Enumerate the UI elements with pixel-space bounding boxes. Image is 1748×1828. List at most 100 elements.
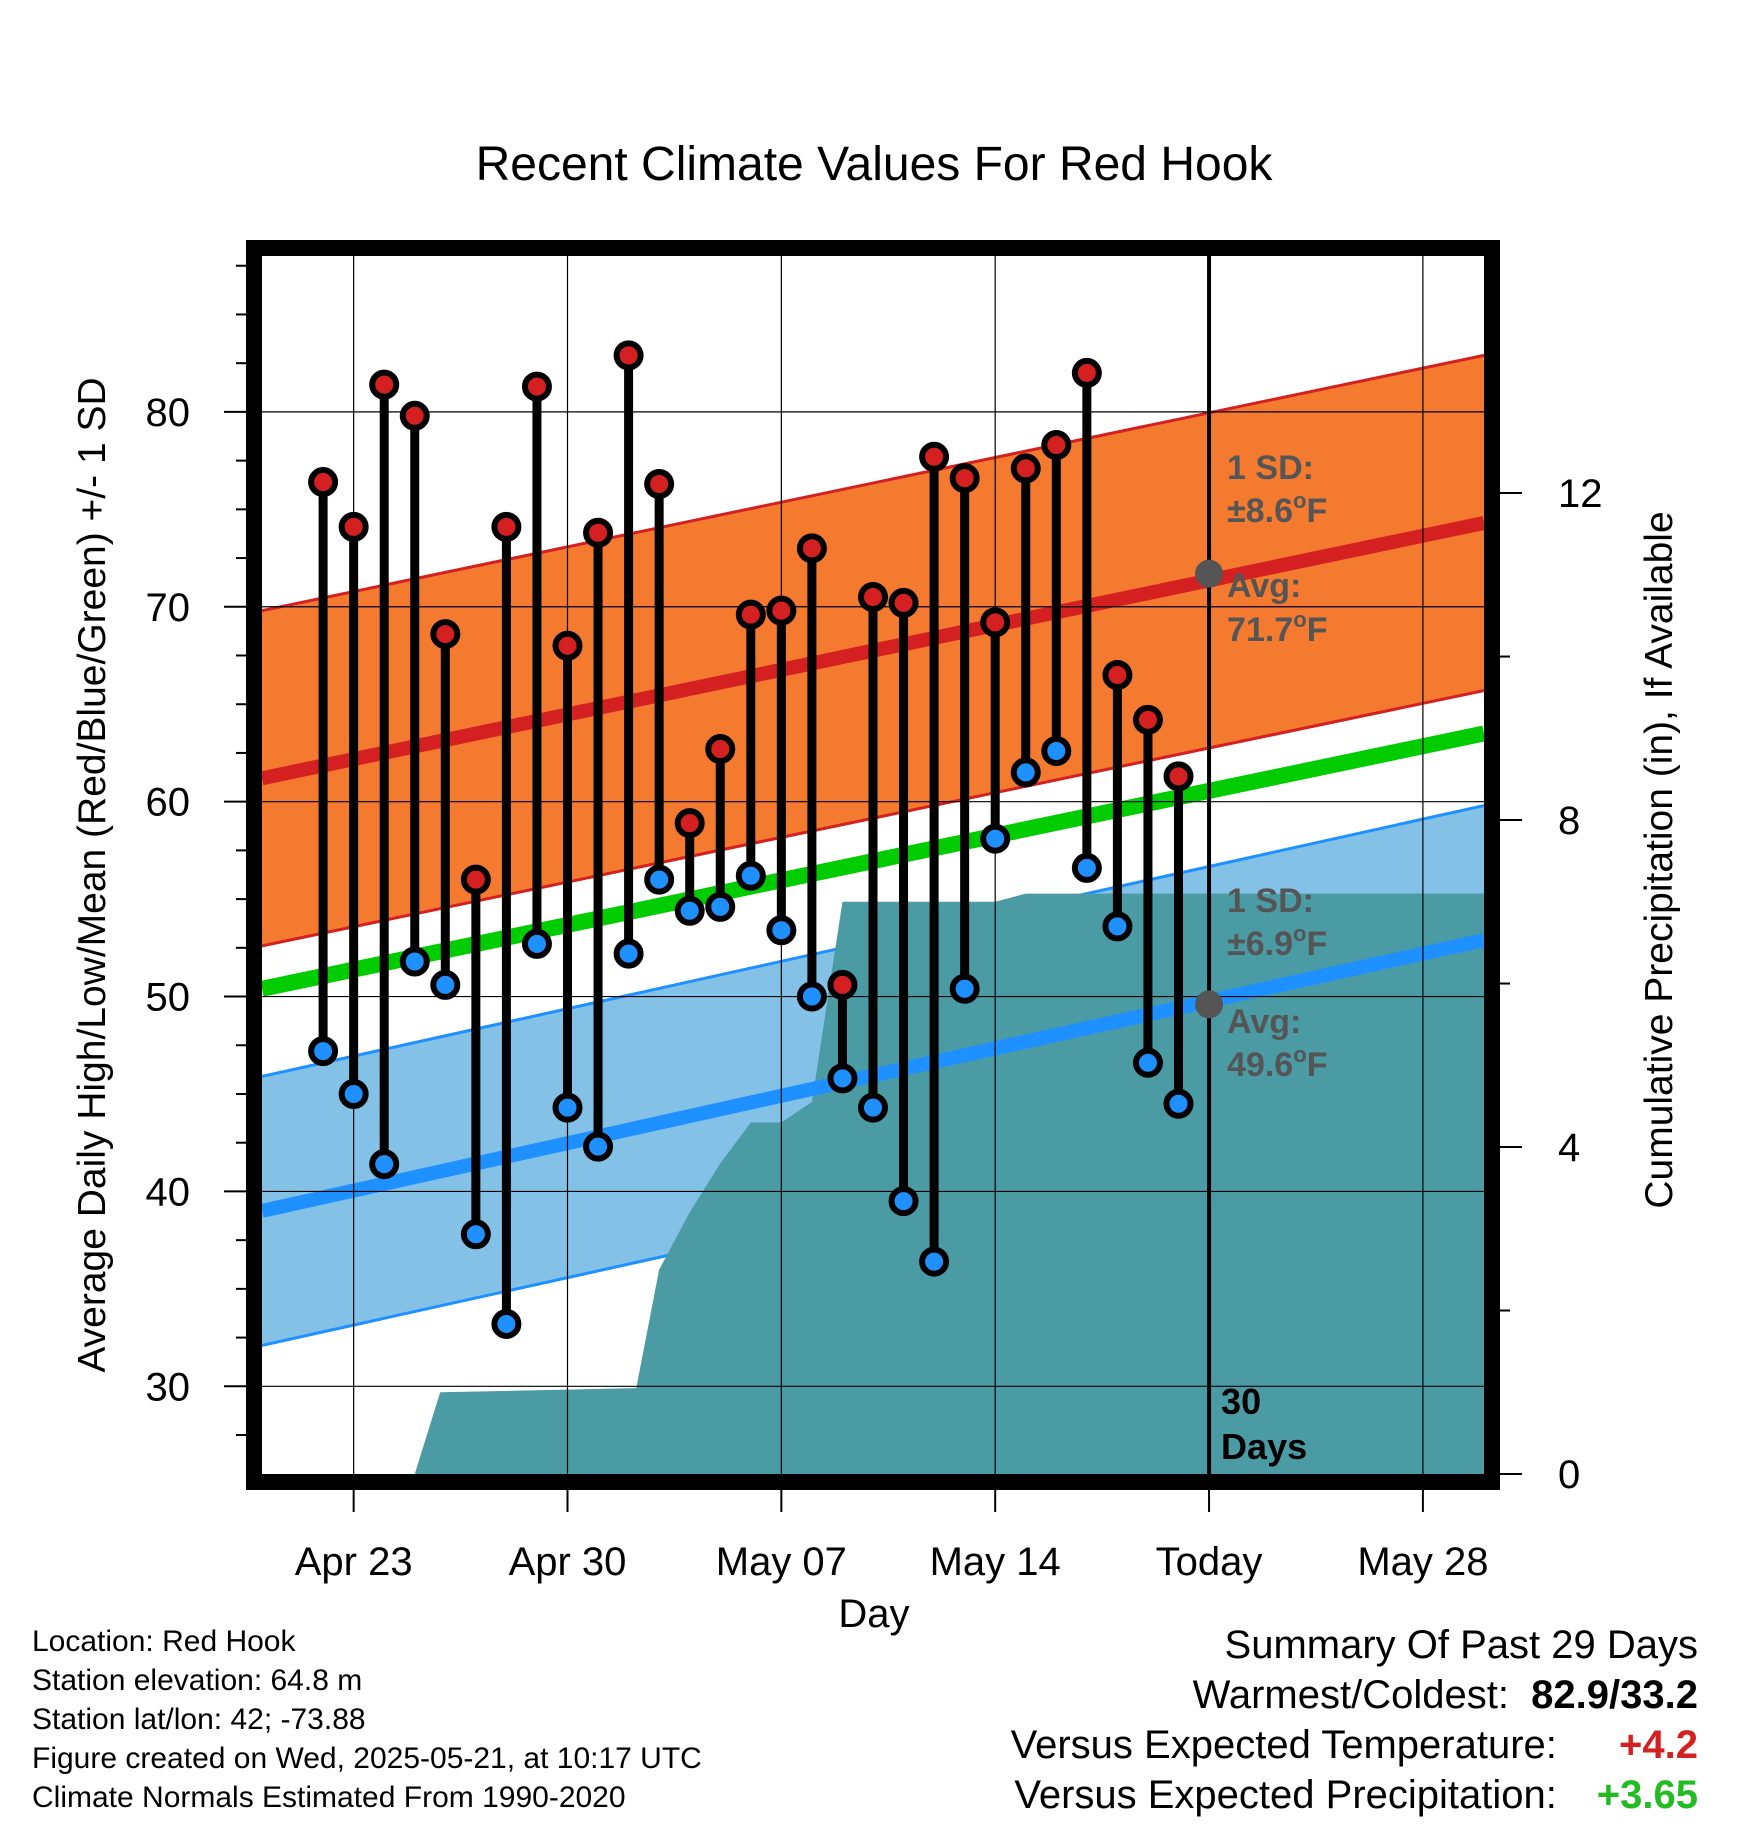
- daily-low-point: [308, 1036, 339, 1067]
- plot-frame: [246, 240, 1500, 1490]
- created-text: Figure created on Wed, 2025-05-21, at 10…: [32, 1742, 702, 1775]
- daily-high-point: [735, 599, 766, 630]
- daily-high-point: [858, 582, 888, 613]
- y2-tick-label: 12: [1558, 472, 1603, 516]
- daily-low-point: [705, 891, 736, 922]
- daily-low-point: [1163, 1088, 1194, 1119]
- daily-low-point: [1010, 757, 1041, 788]
- daily-high-point: [491, 511, 522, 542]
- daily-high-point: [674, 808, 705, 839]
- daily-high-point: [705, 734, 736, 765]
- x-tick-label: Today: [1156, 1540, 1263, 1584]
- precip-value: +3.65: [1596, 1773, 1698, 1817]
- x-axis-label: Day: [838, 1592, 909, 1636]
- low-sd-label: 1 SD:: [1227, 882, 1314, 920]
- daily-low-point: [766, 915, 797, 946]
- high-sd-label: 1 SD:: [1227, 449, 1314, 487]
- daily-high-point: [1163, 761, 1194, 792]
- daily-high-point: [1071, 357, 1102, 388]
- daily-high-point: [919, 441, 950, 472]
- y2-axis-label: Cumulative Precipitation (in), If Availa…: [1638, 511, 1681, 1208]
- daily-low-point: [613, 938, 644, 969]
- daily-low-point: [460, 1219, 491, 1250]
- daily-low-point: [1102, 911, 1133, 942]
- low-avg-value: 49.6oF: [1227, 1042, 1327, 1084]
- daily-high-point: [552, 630, 583, 661]
- daily-high-point: [766, 595, 797, 626]
- daily-high-point: [1010, 453, 1041, 484]
- daily-low-point: [338, 1078, 369, 1109]
- normals-text: Climate Normals Estimated From 1990-2020: [32, 1781, 626, 1814]
- y-tick-label: 80: [146, 391, 191, 435]
- summary-warmest-row: Warmest/Coldest: 82.9/33.2: [1011, 1670, 1698, 1720]
- daily-low-point: [674, 895, 705, 926]
- daily-low-point: [644, 864, 675, 895]
- days-label-text: Days: [1221, 1426, 1307, 1467]
- daily-low-point: [491, 1308, 522, 1339]
- y-axis-label: Average Daily High/Low/Mean (Red/Blue/Gr…: [71, 377, 114, 1372]
- daily-low-point: [399, 946, 430, 977]
- daily-high-point: [1132, 704, 1163, 735]
- daily-high-point: [399, 400, 430, 431]
- y-tick-label: 40: [146, 1170, 191, 1214]
- daily-low-point: [919, 1246, 950, 1277]
- latlon-text: Station lat/lon: 42; -73.88: [32, 1703, 366, 1736]
- daily-low-point: [1071, 852, 1102, 883]
- daily-high-point: [369, 369, 400, 400]
- high-avg-label: Avg:: [1227, 567, 1301, 605]
- daily-low-point: [521, 928, 552, 959]
- summary-precip-row: Versus Expected Precipitation: +3.65: [1011, 1770, 1698, 1820]
- daily-low-point: [430, 969, 461, 1000]
- daily-high-point: [338, 511, 369, 542]
- low-avg-label: Avg:: [1227, 1003, 1301, 1041]
- location-text: Location: Red Hook: [32, 1625, 296, 1658]
- y2-tick-label: 4: [1558, 1126, 1580, 1170]
- x-tick-label: May 28: [1357, 1540, 1488, 1584]
- x-tick-label: Apr 30: [509, 1540, 627, 1584]
- daily-low-point: [1041, 735, 1072, 766]
- daily-high-point: [430, 619, 461, 650]
- y-tick-label: 60: [146, 781, 191, 825]
- low-sd-value: ±6.9oF: [1227, 921, 1327, 963]
- summary-panel: Summary Of Past 29 Days Warmest/Coldest:…: [1011, 1620, 1698, 1820]
- warmest-label: Warmest/Coldest:: [1192, 1673, 1509, 1717]
- daily-low-point: [796, 981, 827, 1012]
- daily-high-point: [583, 517, 614, 548]
- precip-label: Versus Expected Precipitation:: [1014, 1773, 1557, 1817]
- daily-high-point: [644, 469, 675, 500]
- chart-title: Recent Climate Values For Red Hook: [476, 138, 1274, 191]
- y2-tick-label: 8: [1558, 799, 1580, 843]
- daily-low-point: [858, 1092, 888, 1123]
- daily-low-point: [949, 973, 980, 1004]
- warmest-value: 82.9/33.2: [1531, 1673, 1698, 1717]
- temp-label: Versus Expected Temperature:: [1010, 1723, 1557, 1767]
- y-tick-label: 50: [146, 976, 191, 1020]
- daily-high-point: [1102, 659, 1133, 690]
- y-tick-label: 30: [146, 1365, 191, 1409]
- daily-high-point: [521, 371, 552, 402]
- plot-area: [262, 256, 1484, 1474]
- daily-high-point: [1041, 430, 1072, 461]
- daily-low-point: [735, 860, 766, 891]
- daily-low-point: [888, 1186, 919, 1217]
- daily-high-point: [796, 533, 827, 564]
- daily-low-point: [369, 1149, 400, 1180]
- y-tick-label: 70: [146, 586, 191, 630]
- station-info: Location: Red Hook Station elevation: 64…: [32, 1622, 702, 1817]
- daily-high-point: [308, 467, 339, 498]
- daily-low-point: [552, 1092, 583, 1123]
- elevation-text: Station elevation: 64.8 m: [32, 1664, 363, 1697]
- daily-high-point: [980, 607, 1011, 638]
- daily-low-point: [583, 1131, 614, 1162]
- days-label-number: 30: [1221, 1381, 1261, 1422]
- x-tick-label: May 14: [930, 1540, 1061, 1584]
- x-tick-label: May 07: [716, 1540, 847, 1584]
- daily-high-point: [827, 969, 858, 1000]
- daily-low-point: [980, 823, 1011, 854]
- daily-low-point: [827, 1063, 858, 1094]
- summary-temp-row: Versus Expected Temperature: +4.2: [1011, 1720, 1698, 1770]
- high-sd-value: ±8.6oF: [1227, 488, 1327, 530]
- today-low-avg-marker: [1195, 990, 1224, 1019]
- daily-low-point: [1132, 1047, 1163, 1078]
